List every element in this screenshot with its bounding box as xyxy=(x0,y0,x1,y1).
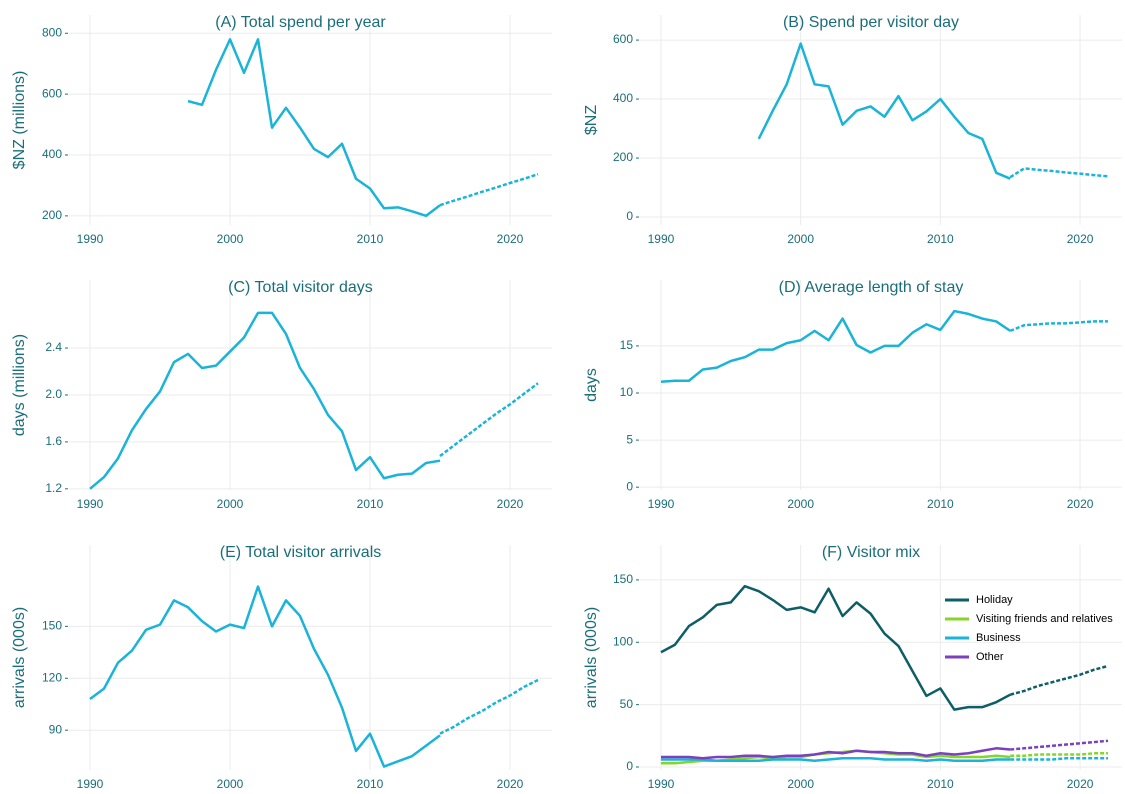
legend-label: Holiday xyxy=(976,594,1013,606)
y-tick-label: 800 xyxy=(42,25,62,39)
x-tick-label: 1990 xyxy=(648,497,675,511)
y-tick-label: 400 xyxy=(613,91,633,105)
y-tick-label: 2.0 xyxy=(45,387,62,401)
x-tick-label: 1990 xyxy=(648,777,675,791)
legend-label: Other xyxy=(976,651,1004,663)
line xyxy=(660,309,1011,383)
x-tick-label: 2010 xyxy=(357,777,384,791)
forecast-line xyxy=(1010,739,1109,751)
forecast-line xyxy=(1009,167,1109,179)
chart-title: (F) Visitor mix xyxy=(822,544,920,561)
x-tick-label: 2020 xyxy=(497,232,524,246)
line xyxy=(187,38,441,218)
y-tick-label: 600 xyxy=(42,86,62,100)
line xyxy=(660,757,1011,763)
y-axis-label: $NZ (millions) xyxy=(11,71,28,170)
x-tick-label: 2020 xyxy=(497,777,524,791)
y-tick-label: 1.2 xyxy=(45,481,62,495)
x-tick-label: 2020 xyxy=(1067,777,1094,791)
y-tick-label: 10 xyxy=(620,385,634,399)
x-tick-label: 2010 xyxy=(927,777,954,791)
y-axis-label: arrivals (000s) xyxy=(583,607,600,708)
chart-title: (C) Total visitor days xyxy=(228,279,373,296)
y-tick-label: 1.6 xyxy=(45,434,62,448)
y-tick-label: 150 xyxy=(42,619,62,633)
y-tick-label: 600 xyxy=(613,32,633,46)
y-tick-label: 120 xyxy=(42,670,62,684)
y-tick-label: 90 xyxy=(49,722,63,736)
x-tick-label: 2000 xyxy=(217,777,244,791)
x-tick-label: 2000 xyxy=(787,497,814,511)
y-tick-label: 200 xyxy=(42,208,62,222)
line xyxy=(660,584,1011,711)
y-tick-label: 0 xyxy=(626,209,633,223)
y-tick-label: 5 xyxy=(626,432,633,446)
y-tick-label: 2.4 xyxy=(45,340,62,354)
x-tick-label: 2020 xyxy=(497,497,524,511)
x-tick-label: 2000 xyxy=(787,232,814,246)
x-tick-label: 2010 xyxy=(927,232,954,246)
forecast-line xyxy=(439,382,539,457)
forecast-line xyxy=(1010,757,1109,761)
forecast-line xyxy=(439,678,539,735)
x-tick-label: 2020 xyxy=(1067,232,1094,246)
y-tick-label: 100 xyxy=(613,634,633,648)
line xyxy=(660,747,1011,760)
x-tick-label: 1990 xyxy=(648,232,675,246)
x-tick-label: 1990 xyxy=(77,232,104,246)
chart-title: (B) Spend per visitor day xyxy=(783,14,959,31)
legend-label: Visiting friends and relatives xyxy=(976,613,1113,625)
y-tick-label: 0 xyxy=(626,759,633,773)
forecast-line xyxy=(439,172,539,207)
line xyxy=(89,311,441,490)
x-tick-label: 2010 xyxy=(927,497,954,511)
y-tick-label: 0 xyxy=(626,479,633,493)
forecast-line xyxy=(1010,752,1109,758)
y-axis-label: arrivals (000s) xyxy=(11,607,28,708)
y-axis-label: days xyxy=(583,368,600,402)
y-tick-label: 15 xyxy=(620,338,634,352)
x-tick-label: 2000 xyxy=(217,497,244,511)
x-tick-label: 2020 xyxy=(1067,497,1094,511)
y-axis-label: $NZ xyxy=(583,105,600,135)
legend-label: Business xyxy=(976,632,1021,644)
y-tick-label: 200 xyxy=(613,150,633,164)
x-tick-label: 2000 xyxy=(787,777,814,791)
line xyxy=(89,585,441,768)
chart-title: (E) Total visitor arrivals xyxy=(220,544,382,561)
x-tick-label: 2010 xyxy=(357,232,384,246)
y-axis-label: days (millions) xyxy=(11,334,28,436)
chart-title: (D) Average length of stay xyxy=(779,279,964,296)
y-tick-label: 150 xyxy=(613,572,633,586)
y-tick-label: 50 xyxy=(620,697,634,711)
y-tick-label: 400 xyxy=(42,147,62,161)
chart-title: (A) Total spend per year xyxy=(215,14,386,31)
x-tick-label: 1990 xyxy=(77,777,104,791)
line xyxy=(757,42,1011,180)
x-tick-label: 1990 xyxy=(77,497,104,511)
x-tick-label: 2000 xyxy=(217,232,244,246)
forecast-line xyxy=(1009,320,1109,333)
x-tick-label: 2010 xyxy=(357,497,384,511)
forecast-line xyxy=(1009,664,1109,696)
